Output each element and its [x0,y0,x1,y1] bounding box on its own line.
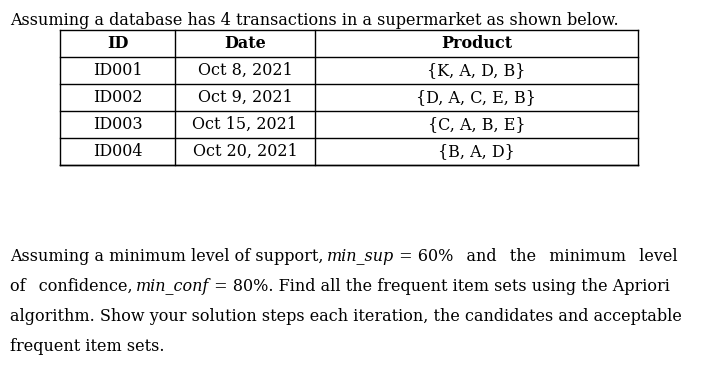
Text: = 60%  and  the  minimum  level: = 60% and the minimum level [394,248,678,265]
Text: of  confidence,: of confidence, [10,278,136,295]
Text: Oct 9, 2021: Oct 9, 2021 [197,89,293,106]
Text: min_sup: min_sup [326,248,394,265]
Text: Product: Product [441,35,512,52]
Text: {K, A, D, B}: {K, A, D, B} [427,62,526,79]
Text: Assuming a database has 4 transactions in a supermarket as shown below.: Assuming a database has 4 transactions i… [10,12,618,29]
Text: ID002: ID002 [93,89,142,106]
Text: min_conf: min_conf [136,278,209,295]
Text: Oct 20, 2021: Oct 20, 2021 [192,143,298,160]
Text: frequent item sets.: frequent item sets. [10,338,164,355]
Text: {C, A, B, E}: {C, A, B, E} [428,116,525,133]
Text: = 80%. Find all the frequent item sets using the Apriori: = 80%. Find all the frequent item sets u… [209,278,670,295]
Text: ID003: ID003 [92,116,142,133]
Text: algorithm. Show your solution steps each iteration, the candidates and acceptabl: algorithm. Show your solution steps each… [10,308,682,325]
Text: {B, A, D}: {B, A, D} [438,143,515,160]
Text: ID: ID [107,35,128,52]
Text: ID001: ID001 [92,62,142,79]
Text: Oct 15, 2021: Oct 15, 2021 [192,116,298,133]
Text: ID004: ID004 [93,143,142,160]
Text: Oct 8, 2021: Oct 8, 2021 [197,62,293,79]
Text: Date: Date [224,35,266,52]
Text: Assuming a minimum level of support,: Assuming a minimum level of support, [10,248,326,265]
Text: {D, A, C, E, B}: {D, A, C, E, B} [417,89,537,106]
